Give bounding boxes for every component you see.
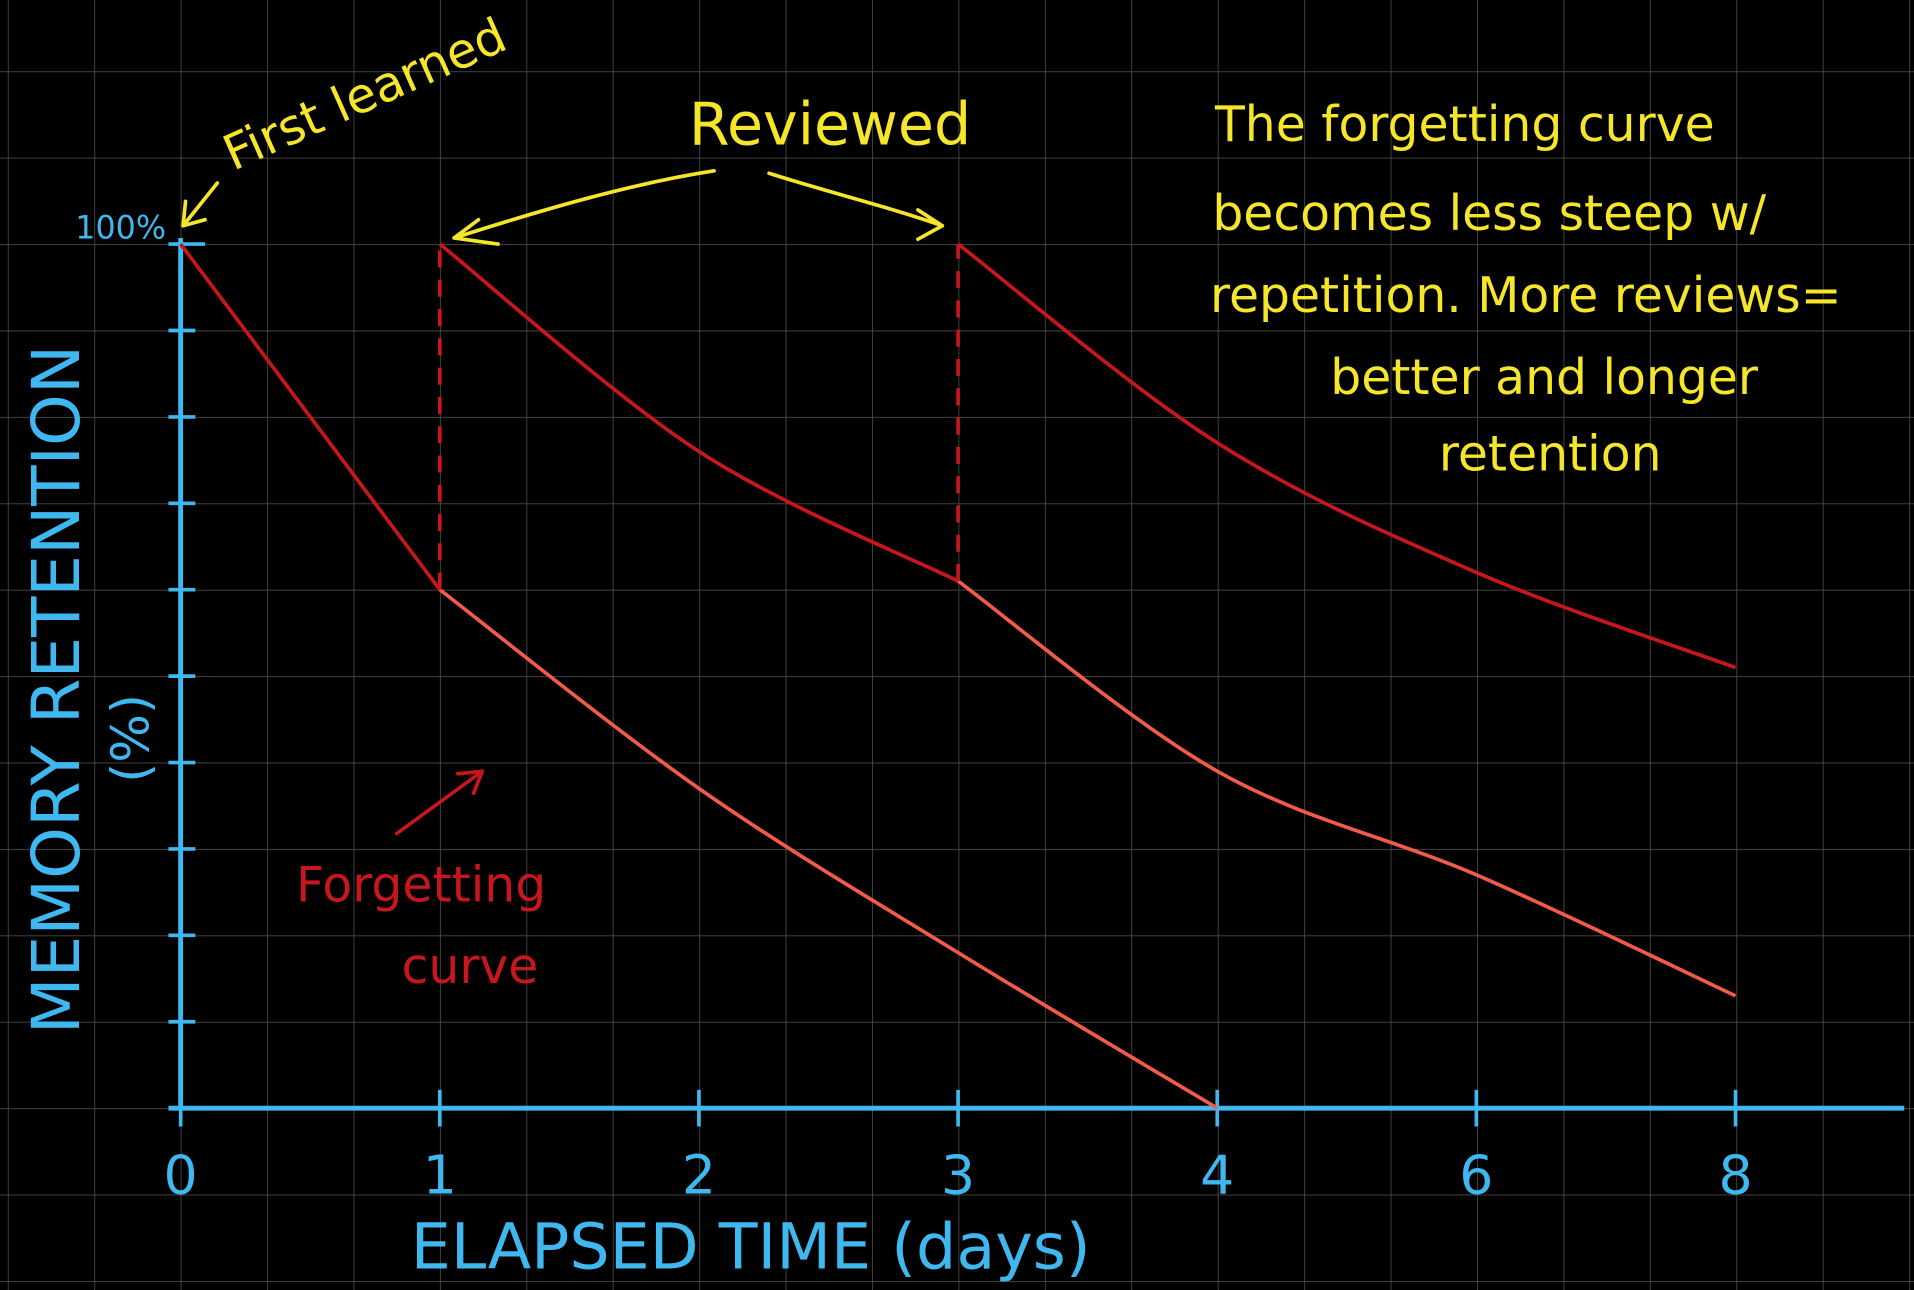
note-line: repetition. More reviews= — [1210, 267, 1842, 324]
note-line: retention — [1439, 426, 1662, 483]
x-tick-label: 8 — [1718, 1144, 1752, 1207]
y-tick-label: 100% — [75, 210, 166, 246]
curve — [956, 242, 1737, 670]
reviewed-arrow-right — [767, 171, 945, 242]
note-line: better and longer — [1330, 349, 1759, 406]
first-learned-arrow — [181, 181, 220, 228]
note-line: The forgetting curve — [1214, 96, 1715, 153]
x-tick-label: 1 — [423, 1144, 457, 1207]
curve-continuation — [957, 579, 1737, 998]
forgetting-curve-label: curve — [402, 938, 539, 995]
plot: 100% 0 1 2 3 4 6 8 — [75, 210, 1905, 1207]
curve-continuation — [438, 588, 1219, 1110]
x-tick-label: 6 — [1459, 1144, 1493, 1207]
x-tick-label: 2 — [682, 1144, 716, 1207]
curve — [438, 242, 959, 583]
note-line: becomes less steep w/ — [1212, 185, 1766, 242]
annotation-arrows — [181, 169, 945, 246]
x-tick-label: 3 — [941, 1144, 975, 1207]
curve — [179, 242, 442, 591]
reviewed-arrow-left — [452, 169, 716, 246]
y-axis-unit: (%) — [101, 694, 161, 783]
reviewed-label: Reviewed — [689, 90, 971, 158]
y-axis-title: MEMORY RETENTION — [18, 345, 95, 1034]
forgetting-curve-label: Forgetting — [296, 856, 546, 913]
x-tick-label: 0 — [164, 1144, 198, 1207]
forgetting-curve-arrow — [394, 769, 484, 836]
x-tick-label: 4 — [1200, 1144, 1234, 1207]
x-axis-title: ELAPSED TIME (days) — [411, 1210, 1091, 1284]
